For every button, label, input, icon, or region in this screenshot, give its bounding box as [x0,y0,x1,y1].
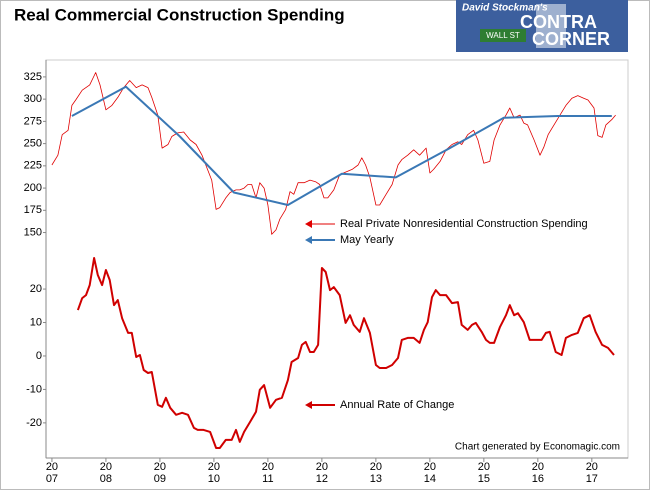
x-tick-label: 20 [424,461,436,473]
y-tick-label: 225 [24,160,42,172]
x-tick-label: 11 [262,473,273,485]
x-tick-label: 15 [478,473,490,485]
x-tick-label: 16 [532,473,544,485]
x-tick-label: 20 [478,461,490,473]
x-tick-label: 20 [370,461,382,473]
legend-arrowhead [305,236,312,244]
y-tick-label: 20 [30,283,42,295]
logo-building [536,4,566,48]
y-tick-label: 275 [24,115,42,127]
y-tick-label: 250 [24,138,42,150]
series-line [71,85,612,206]
legend-arrowhead [305,220,312,228]
y-tick-label: 300 [24,93,42,105]
x-tick-label: 20 [100,461,112,473]
x-tick-label: 20 [208,461,220,473]
x-tick-label: 14 [424,473,436,485]
x-tick-label: 17 [586,473,598,485]
y-tick-label: 0 [36,350,42,362]
x-tick-label: 20 [532,461,544,473]
y-tick-label: 325 [24,71,42,83]
x-tick-label: 20 [154,461,166,473]
y-tick-label: 200 [24,182,42,194]
x-tick-label: 10 [208,473,220,485]
y-tick-label: 175 [24,204,42,216]
x-tick-label: 20 [316,461,328,473]
x-tick-label: 20 [262,461,274,473]
legend-label: Annual Rate of Change [340,399,454,411]
x-tick-label: 07 [46,473,58,485]
series-line [51,72,616,235]
logo-top: CONTRA [520,12,597,32]
y-tick-label: 10 [30,316,42,328]
logo-sign-bg [480,29,526,42]
x-tick-label: 20 [46,461,58,473]
source-note: Chart generated by Economagic.com [455,442,620,453]
x-tick-label: 09 [154,473,166,485]
x-tick-label: 20 [586,461,598,473]
y-tick-label: 150 [24,226,42,238]
x-tick-label: 12 [316,473,328,485]
y-tick-label: -10 [26,383,42,395]
logo-byline: David Stockman's [462,3,548,14]
logo-sign: WALL ST [486,31,520,40]
x-tick-label: 13 [370,473,382,485]
x-tick-label: 08 [100,473,112,485]
legend-arrowhead [305,401,312,409]
logo-bottom: CORNER [532,29,610,49]
logo: David Stockman's CONTRA WALL ST CORNER [456,0,628,52]
chart-title: Real Commercial Construction Spending [14,5,345,24]
legend-label: Real Private Nonresidential Construction… [340,218,588,230]
series-line [76,257,615,449]
legend-label: May Yearly [340,234,394,246]
y-tick-label: -20 [26,417,42,429]
